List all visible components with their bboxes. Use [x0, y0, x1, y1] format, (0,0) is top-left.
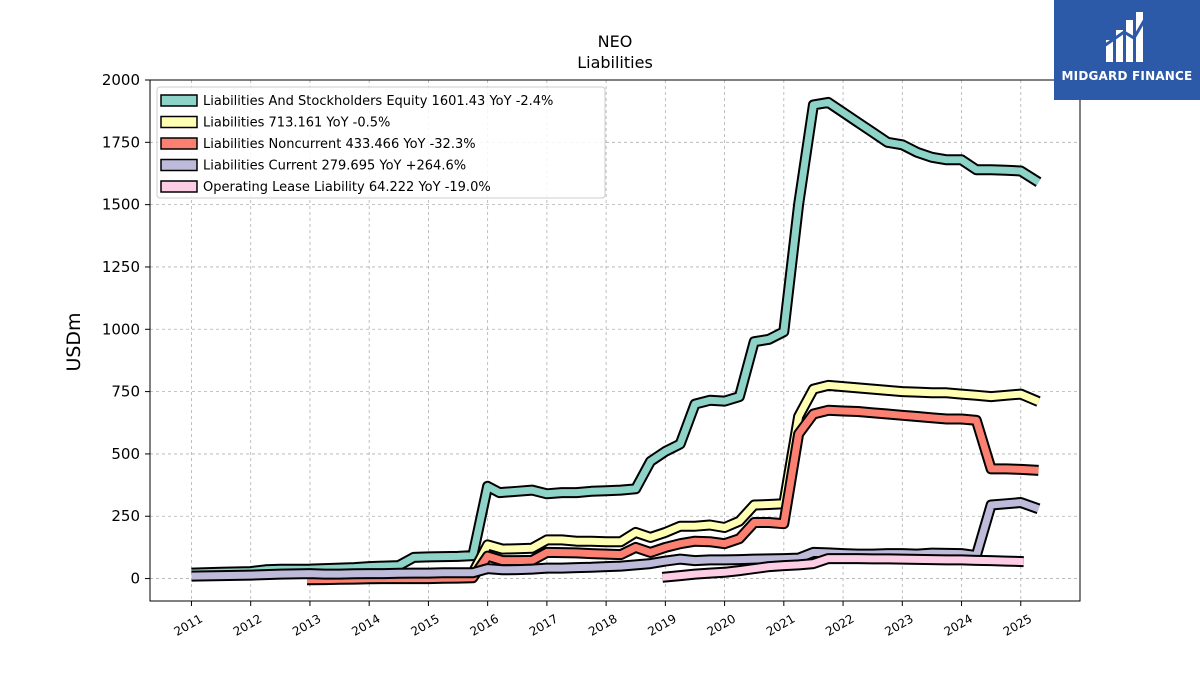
chart-subtitle: Liabilities	[577, 53, 653, 72]
x-tick-label: 2023	[882, 611, 915, 638]
x-tick-label: 2017	[527, 611, 560, 638]
y-tick-label: 500	[111, 445, 140, 463]
x-tick-label: 2011	[172, 611, 205, 638]
legend-label: Liabilities Noncurrent 433.466 YoY -32.3…	[203, 137, 476, 152]
x-tick-label: 2014	[349, 611, 382, 638]
series-line-4	[662, 555, 1024, 581]
legend-swatch	[160, 137, 198, 150]
legend-swatch	[160, 158, 198, 172]
y-axis-label: USDm	[63, 312, 85, 371]
y-tick-label: 1750	[102, 133, 140, 151]
y-tick-label: 1250	[102, 258, 140, 276]
x-tick-label: 2021	[764, 611, 797, 638]
x-tick-label: 2022	[823, 611, 856, 638]
plot-frame	[149, 79, 1081, 602]
y-tick-label: 1500	[102, 196, 140, 214]
x-tick-label: 2019	[645, 611, 678, 638]
bar-chart-logo-icon	[1103, 12, 1150, 62]
legend-label: Liabilities 713.161 YoY -0.5%	[203, 116, 390, 131]
x-tick-label: 2012	[231, 611, 264, 638]
legend-label: Liabilities Current 279.695 YoY +264.6%	[203, 159, 466, 174]
series-layer	[191, 96, 1042, 586]
chart-title: NEO	[598, 32, 633, 51]
y-tick-label: 250	[111, 507, 140, 525]
logo-box: MIDGARD FINANCE	[1054, 0, 1200, 100]
logo-text: MIDGARD FINANCE	[1061, 69, 1193, 83]
legend-box	[156, 86, 606, 199]
x-tick-label: 2020	[705, 611, 738, 638]
x-tick-label: 2016	[468, 611, 501, 638]
legend-swatch	[160, 180, 198, 193]
series-line-0	[191, 98, 1041, 577]
x-tick-label: 2015	[408, 611, 441, 638]
x-tick-label: 2018	[586, 611, 619, 638]
legend-label: Operating Lease Liability 64.222 YoY -19…	[203, 180, 491, 195]
y-tick-label: 0	[130, 570, 140, 588]
legend-swatch	[160, 94, 198, 107]
x-tick-label: 2024	[942, 611, 975, 638]
x-tick-label: 2025	[1001, 611, 1034, 638]
x-tick-label: 2013	[290, 611, 323, 638]
legend: Liabilities And Stockholders Equity 1601…	[156, 86, 606, 199]
y-tick-label: 1000	[102, 320, 140, 338]
y-tick-label: 750	[111, 383, 140, 401]
legend-swatch	[160, 115, 198, 129]
legend-label: Liabilities And Stockholders Equity 1601…	[203, 94, 553, 109]
y-tick-label: 2000	[102, 71, 140, 89]
